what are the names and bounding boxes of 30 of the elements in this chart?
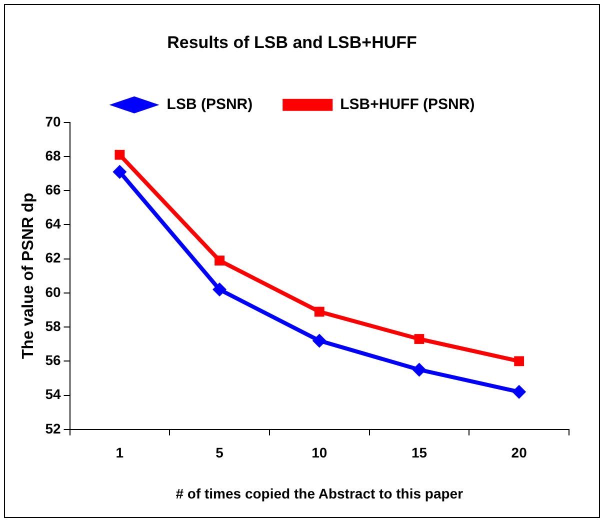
y-tick-label: 54 [45, 386, 61, 402]
y-tick-label: 58 [45, 318, 61, 334]
point [112, 164, 127, 179]
x-tick-label: 1 [116, 444, 124, 461]
y-tick-label: 66 [45, 181, 61, 198]
y-tick-label: 52 [45, 420, 61, 436]
x-tick-label: 15 [411, 444, 428, 461]
point [412, 362, 426, 377]
y-tick-label: 60 [45, 284, 61, 300]
point [414, 334, 424, 344]
y-tick-label: 70 [45, 113, 61, 130]
y-tick-label: 56 [45, 352, 61, 368]
y-tick-label: 62 [45, 250, 61, 266]
legend-label: LSB+HUFF (PSNR) [340, 96, 475, 114]
y-axis-title: The value of PSNR dp [20, 192, 38, 360]
point [214, 256, 224, 266]
x-tick-label: 10 [312, 444, 328, 461]
point [212, 282, 227, 297]
point [514, 356, 524, 366]
point [314, 306, 324, 317]
point [312, 334, 326, 348]
legend-label: LSB (PSNR) [166, 96, 253, 114]
chart-title: Results of LSB and LSB+HUFF [167, 32, 417, 52]
point [512, 384, 526, 399]
y-tick-label: 68 [45, 147, 61, 164]
y-tick-label: 64 [45, 216, 61, 232]
x-tick-label: 20 [511, 444, 528, 461]
point [114, 150, 125, 160]
x-axis-title: # of times copied the Abstract to this paper [176, 485, 464, 502]
x-tick-label: 5 [216, 444, 224, 461]
